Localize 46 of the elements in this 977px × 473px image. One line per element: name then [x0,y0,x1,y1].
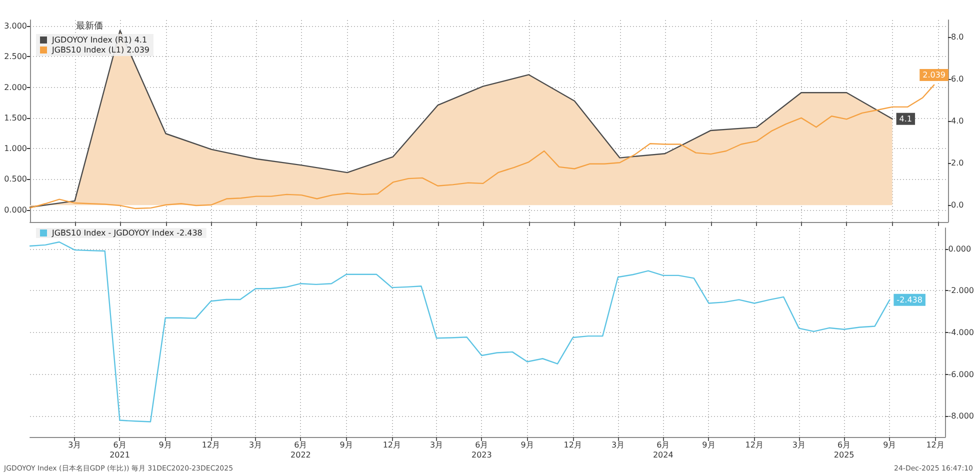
x-tick-label: 9月 [340,440,353,450]
x-tick-label: 12月 [202,440,220,450]
x-tick-label: 3月 [430,440,444,450]
x-tick-label: 3月 [611,440,625,450]
x-tick-label: 9月 [520,440,534,450]
data-label: 4.1 [899,114,912,124]
line-series [29,241,890,422]
line-series [29,84,935,210]
x-tick-label: 6月 2025 [834,440,854,460]
y-tick-label: 2.000 [4,82,27,92]
y2-tick-label: -8.000 [948,412,974,421]
x-tick-label: 12月 [926,440,944,450]
legend-title: 最新価 [76,20,103,32]
x-tick-label: 3月 [68,440,82,450]
legend-label: JGDOYOY Index (R1) 4.1 [51,36,148,44]
x-tick-label: 9月 [702,440,716,450]
x-tick-label: 6月 2023 [471,440,492,460]
legend-label: JGBS10 Index (L1) 2.039 [51,46,150,54]
x-tick-label: 6月 2022 [290,440,311,460]
x-tick-label: 12月 [382,440,402,450]
y2-tick-label: -4.000 [948,328,974,337]
y2-tick-label: 0.000 [948,244,972,254]
x-tick-label: 3月 [792,440,806,450]
x-tick-label: 12月 [745,440,764,450]
x-tick-label: 3月 [249,440,262,450]
y-tick-label: 0.500 [4,174,27,184]
y-tick-label: 0.000 [4,205,27,214]
y-tick-label: 2.500 [4,52,27,62]
y2-tick-label: 6.0 [951,74,964,84]
data-label: -2.438 [896,295,922,304]
x-tick-label: 6月 2021 [110,440,130,460]
y-tick-label: 1.000 [4,144,27,154]
y-tick-label: 1.500 [4,113,27,122]
y2-tick-label: 4.0 [951,116,964,126]
y2-tick-label: 0.0 [951,200,964,210]
x-tick-label: 9月 [158,440,172,450]
x-tick-label: 9月 [883,440,896,450]
data-label: 2.039 [922,70,946,80]
y2-tick-label: -6.000 [948,370,974,379]
y-tick-label: 3.000 [4,22,27,31]
x-tick-label: 12月 [564,440,582,450]
y2-tick-label: -2.000 [948,286,974,296]
legend-label: JGBS10 Index - JGDOYOY Index -2.438 [51,228,202,238]
x-tick-label: 6月 2024 [652,440,674,460]
y2-tick-label: 2.0 [951,158,964,168]
y2-tick-label: 8.0 [951,32,964,42]
